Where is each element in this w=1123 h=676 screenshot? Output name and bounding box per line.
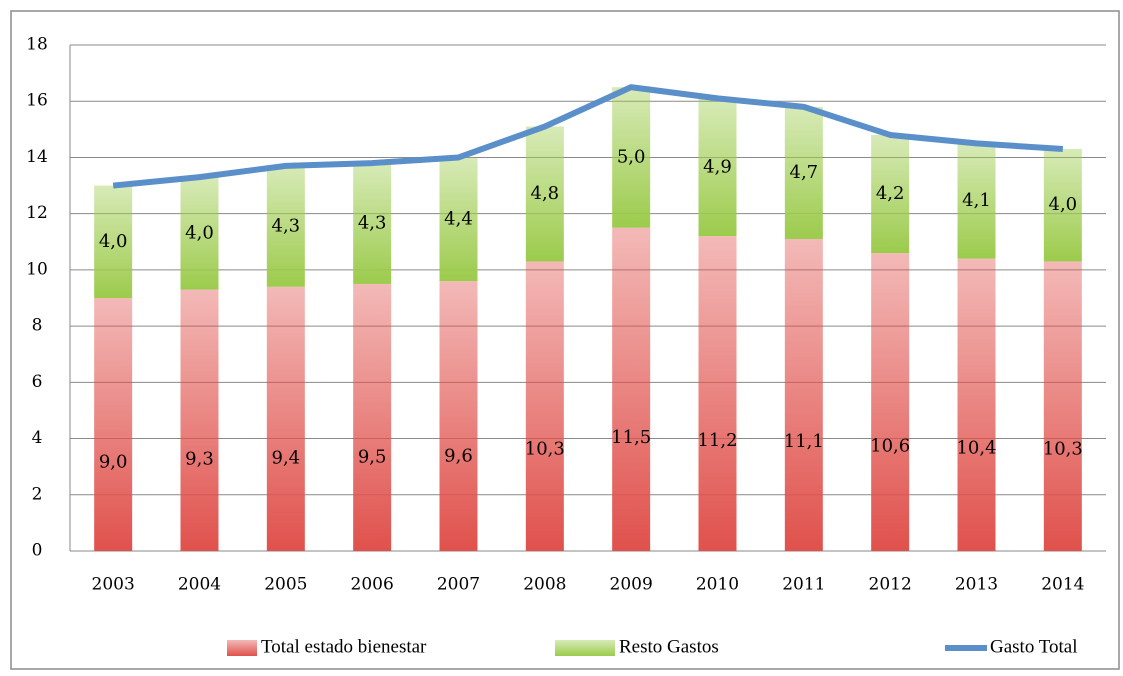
value-label: 11,5 <box>611 427 651 448</box>
legend-label: Resto Gastos <box>619 636 719 657</box>
value-label: 4,7 <box>790 162 819 183</box>
x-tick-label: 2012 <box>869 575 912 595</box>
bar <box>871 253 910 551</box>
legend-swatch <box>227 640 257 656</box>
value-label: 9,0 <box>99 451 128 472</box>
legend-swatch <box>555 640 615 656</box>
y-tick-label: 16 <box>26 91 48 111</box>
bar <box>439 157 478 282</box>
bar <box>784 106 823 239</box>
value-label: 4,1 <box>962 190 991 211</box>
value-label: 11,1 <box>784 431 824 452</box>
value-label: 10,3 <box>525 439 565 460</box>
value-label: 4,3 <box>272 215 301 236</box>
y-tick-label: 10 <box>26 259 48 279</box>
value-label: 9,5 <box>358 447 387 468</box>
bar <box>353 283 392 551</box>
bar <box>612 227 651 551</box>
bar <box>698 236 737 551</box>
y-tick-label: 6 <box>32 372 43 392</box>
chart-frame <box>10 10 1120 670</box>
bar <box>525 261 564 551</box>
bar <box>957 143 996 259</box>
bar <box>94 298 133 551</box>
bar <box>266 286 305 551</box>
legend-label: Gasto Total <box>990 636 1078 657</box>
y-tick-label: 0 <box>32 541 43 561</box>
bar <box>180 289 219 551</box>
value-label: 4,4 <box>444 208 473 229</box>
value-label: 10,6 <box>870 436 910 457</box>
bar <box>1043 149 1082 262</box>
bar <box>957 258 996 551</box>
value-label: 4,2 <box>876 183 905 204</box>
bar <box>439 281 478 551</box>
line <box>112 84 1064 189</box>
bar <box>871 134 910 254</box>
x-tick-label: 2013 <box>955 575 998 595</box>
x-tick-label: 2005 <box>264 575 307 595</box>
value-label: 9,4 <box>272 448 301 469</box>
y-tick-label: 8 <box>32 316 43 336</box>
x-tick-label: 2011 <box>782 575 825 595</box>
x-tick-label: 2007 <box>437 575 480 595</box>
bar <box>784 238 823 551</box>
x-tick-label: 2003 <box>92 575 135 595</box>
y-tick-label: 14 <box>26 147 48 167</box>
x-tick-label: 2008 <box>523 575 566 595</box>
value-label: 4,0 <box>99 231 128 252</box>
y-tick-label: 18 <box>26 35 48 55</box>
x-tick-label: 2006 <box>351 575 394 595</box>
bar <box>94 185 133 298</box>
bar <box>698 98 737 237</box>
bar <box>525 126 564 262</box>
bar <box>266 165 305 287</box>
value-label: 4,3 <box>358 213 387 234</box>
x-tick-label: 2004 <box>178 575 221 595</box>
bar <box>180 177 219 290</box>
bar <box>353 163 392 284</box>
y-tick-label: 2 <box>32 484 43 504</box>
x-tick-label: 2009 <box>610 575 653 595</box>
y-tick-label: 4 <box>32 428 43 448</box>
bar <box>1043 261 1082 551</box>
value-label: 9,6 <box>444 446 473 467</box>
bar <box>612 87 651 228</box>
value-label: 4,0 <box>185 222 214 243</box>
value-label: 5,0 <box>617 146 646 167</box>
x-tick-label: 2010 <box>696 575 739 595</box>
value-label: 10,3 <box>1043 439 1083 460</box>
x-tick-label: 2014 <box>1041 575 1084 595</box>
value-label: 9,3 <box>185 448 214 469</box>
value-label: 10,4 <box>956 438 996 459</box>
value-label: 4,8 <box>531 183 560 204</box>
y-tick-label: 12 <box>26 203 48 223</box>
legend-label: Total estado bienestar <box>261 636 427 657</box>
value-label: 4,0 <box>1049 194 1078 215</box>
value-label: 11,2 <box>697 430 737 451</box>
value-label: 4,9 <box>703 156 732 177</box>
